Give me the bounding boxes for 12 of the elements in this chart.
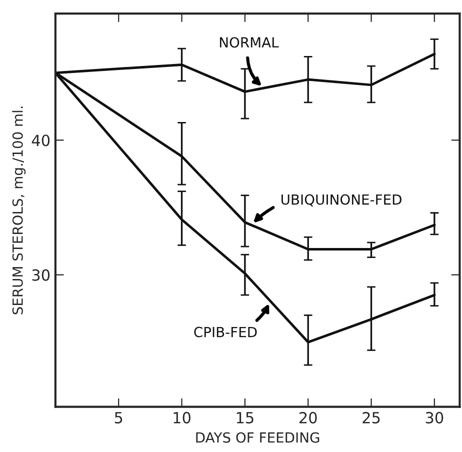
x-tick-label: 20 [299,412,317,424]
x-tick-label: 5 [114,412,122,424]
text: UBIQUINONE-FED [282,194,402,206]
y-tick-label: 40 [32,134,50,146]
series-label: CPIB-FED [194,326,257,338]
x-tick-label: 30 [426,412,444,424]
x-axis-title: DAYS OF FEEDING [196,432,320,443]
text: NORMAL [220,37,279,48]
x-tick-label: 25 [362,412,380,424]
y-axis-title: SERUM STEROLS, mg./100 ml. [12,106,26,314]
x-tick-label: 10 [174,412,190,424]
x-tick-label: 15 [236,412,254,424]
